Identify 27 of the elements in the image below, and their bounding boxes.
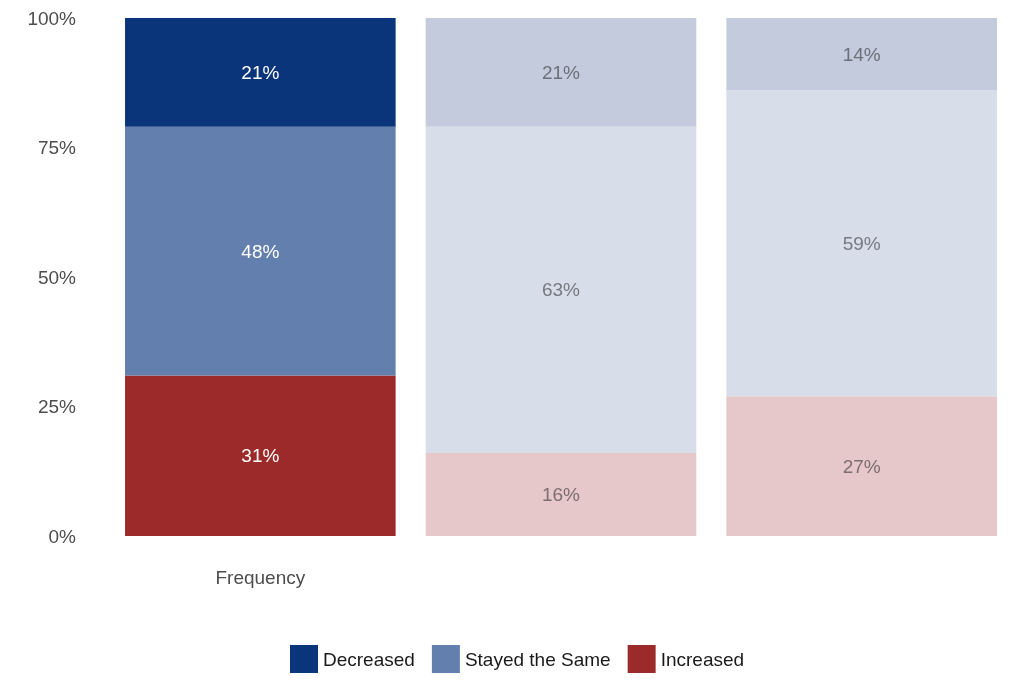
bar: [726, 90, 997, 397]
bar: [125, 375, 396, 536]
x-tick-label: Frequency: [215, 567, 306, 588]
bar: [125, 126, 396, 376]
legend-label: Decreased: [323, 648, 415, 670]
bar: [726, 396, 997, 536]
bar: [726, 18, 997, 91]
y-tick-label: 75%: [37, 137, 77, 158]
data-label: 31%: [241, 445, 280, 467]
data-label: 21%: [541, 61, 581, 83]
y-tick-label: 50%: [37, 266, 77, 288]
bar: [425, 453, 697, 536]
y-tick-label: 0%: [48, 525, 77, 547]
legend-label: Stayed the Same: [464, 648, 611, 670]
y-tick-label: 100%: [27, 7, 77, 29]
data-label: 48%: [241, 240, 280, 262]
bar: [425, 126, 697, 454]
y-tick-label: 25%: [37, 396, 77, 417]
data-label: 59%: [842, 232, 881, 254]
data-label: 27%: [842, 455, 881, 477]
data-label: 16%: [541, 484, 581, 506]
bar: [125, 18, 396, 127]
bar: [425, 18, 697, 127]
data-label: 14%: [842, 43, 881, 65]
data-label: 21%: [241, 61, 280, 83]
data-label: 63%: [541, 279, 581, 301]
legend-label: Increased: [660, 648, 745, 670]
